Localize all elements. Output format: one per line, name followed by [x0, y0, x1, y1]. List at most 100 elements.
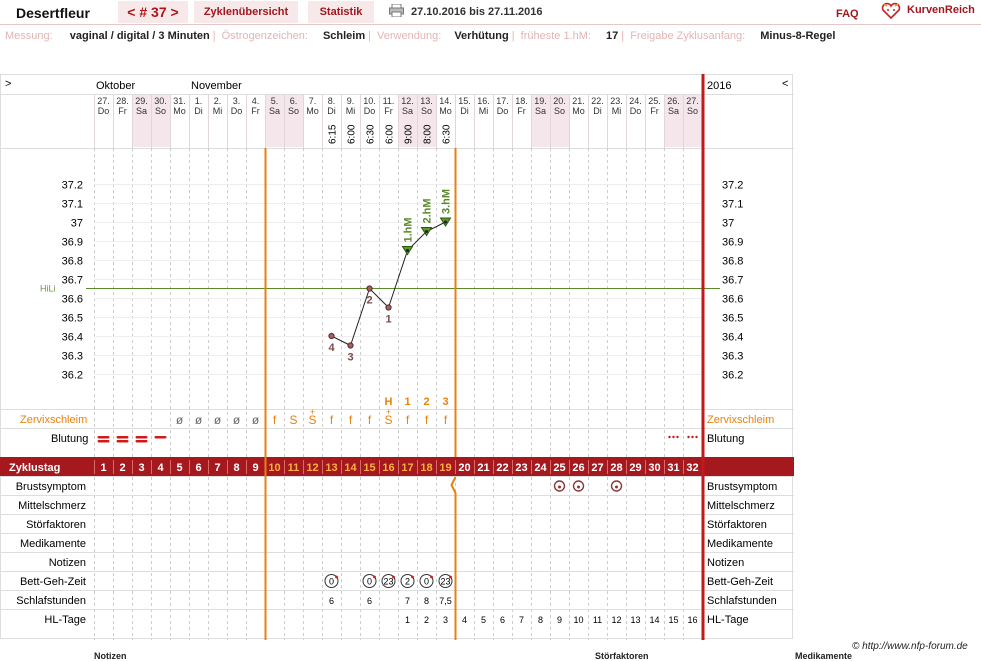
y-tick-label: 37 [71, 218, 83, 230]
bleeding-mark [154, 436, 167, 439]
date-range: 27.10.2016 bis 27.11.2016 [411, 6, 543, 18]
cycleday-number: 11 [288, 462, 300, 474]
copyright[interactable]: © http://www.nfp-forum.de [852, 641, 968, 652]
estrogen-label: Östrogenzeichen: [221, 30, 308, 42]
row-label-right: Störfaktoren [707, 519, 767, 531]
weekend-shade [417, 95, 436, 147]
weekend-shade [284, 95, 303, 147]
temp-point [406, 249, 409, 252]
hm-label: 3.hM [441, 189, 453, 214]
hl-day: 16 [687, 615, 697, 625]
measure-time: 9:00 [404, 124, 415, 144]
bedtime-value: 23 [440, 577, 450, 587]
temp-count-label: 2 [366, 295, 372, 307]
day-number: 21. [572, 96, 585, 106]
cycleday-number: 14 [344, 462, 357, 474]
bedtime-clock [381, 574, 396, 588]
day-number: 29. [135, 96, 148, 106]
release-value: Minus-8-Regel [760, 30, 836, 42]
hl-day: 11 [593, 615, 602, 625]
mucus-row-label: Zervixschleim [20, 414, 87, 426]
mucus-value: f [330, 413, 334, 427]
mucus-row-label-right: Zervixschleim [707, 414, 774, 426]
day-number: 9. [347, 96, 355, 106]
hl-day: 3 [443, 615, 448, 625]
printer-icon[interactable] [389, 4, 404, 17]
row-label-right: HL-Tage [707, 614, 749, 626]
top-bar: Desertfleur < # 37 > Zyklenübersicht Sta… [0, 0, 981, 25]
measure-value: vaginal / digital / 3 Minuten [69, 30, 210, 42]
weekday: So [155, 106, 166, 116]
mucus-value: f [444, 413, 448, 427]
day-number: 31. [173, 96, 186, 106]
temp-point [444, 220, 447, 224]
cycleday-number: 15 [363, 462, 375, 474]
mucus-peak-label: 3 [442, 396, 448, 408]
cycleday-number: 31 [667, 462, 679, 474]
weekday: So [687, 106, 698, 116]
mucus-value: ø [176, 413, 184, 427]
use-label: Verwendung: [377, 30, 442, 42]
y-tick-label: 36.3 [62, 351, 83, 363]
faq-link[interactable]: FAQ [836, 8, 859, 20]
temp-point [385, 304, 392, 311]
cycleday-number: 30 [648, 462, 660, 474]
weekday: Mi [479, 106, 489, 116]
day-number: 28. [116, 96, 129, 106]
hl-day: 5 [481, 615, 486, 625]
sleep-hours: 8 [424, 596, 429, 606]
bedtime-clock [419, 574, 434, 588]
cycleday-number: 2 [119, 462, 125, 474]
cycleday-number: 20 [458, 462, 470, 474]
weekday: Di [194, 106, 203, 116]
chart-nav-left[interactable]: > [5, 78, 11, 90]
chart-nav-right[interactable]: < [782, 78, 788, 90]
y-tick-label: 37.1 [62, 199, 83, 211]
day-number: 6. [290, 96, 298, 106]
weekday: Do [231, 106, 243, 116]
cycleday-number: 17 [401, 462, 413, 474]
bleeding-mark [97, 436, 110, 439]
weekend-shade [398, 95, 417, 147]
tab-cycle-overview[interactable]: Zyklenübersicht [194, 1, 298, 23]
spotting-dot [687, 435, 690, 439]
cycleday-number: 8 [233, 462, 239, 474]
day-number: 8. [328, 96, 336, 106]
weekday: Mo [439, 106, 452, 116]
hm-label: 1.hM [403, 217, 415, 242]
row-label-right: Medikamente [707, 538, 773, 550]
measure-time: 8:00 [423, 124, 434, 144]
mucus-value: ø [252, 413, 260, 427]
measure-time: 6:00 [347, 124, 358, 144]
weekday: Mo [572, 106, 585, 116]
weekday: So [554, 106, 565, 116]
tab-statistics[interactable]: Statistik [308, 1, 374, 23]
row-label: Bett-Geh-Zeit [20, 576, 86, 588]
temp-point [328, 332, 335, 340]
hl-day: 9 [557, 615, 562, 625]
day-number: 11. [383, 96, 395, 106]
day-number: 18. [515, 96, 528, 106]
cycleday-number: 16 [382, 462, 394, 474]
day-number: 17. [496, 96, 509, 106]
bedtime-clock [324, 574, 339, 588]
day-number: 10. [363, 96, 376, 106]
weekday: Di [593, 106, 602, 116]
weekend-shade [132, 95, 151, 147]
day-number: 27. [686, 96, 699, 106]
cycleday-number: 5 [176, 462, 182, 474]
hl-day: 6 [500, 615, 505, 625]
cycle-info-bar: Messung: vaginal / digital / 3 Minuten | … [0, 27, 981, 45]
brand-name: KurvenReich [907, 4, 975, 16]
hm-label: 2.hM [422, 198, 434, 223]
spotting-dot [668, 435, 671, 439]
cycle-selector-tab[interactable]: < # 37 > [118, 1, 188, 23]
cycleday-number: 28 [610, 462, 622, 474]
temp-point [366, 285, 373, 292]
row-label-right: Brustsymptom [707, 481, 777, 493]
y-tick-label: 36.6 [62, 294, 83, 306]
weekday: Sa [269, 106, 280, 116]
bedtime-value: 0 [329, 577, 334, 587]
y-tick-label-right: 37 [722, 218, 734, 230]
hl-day: 13 [630, 615, 640, 625]
